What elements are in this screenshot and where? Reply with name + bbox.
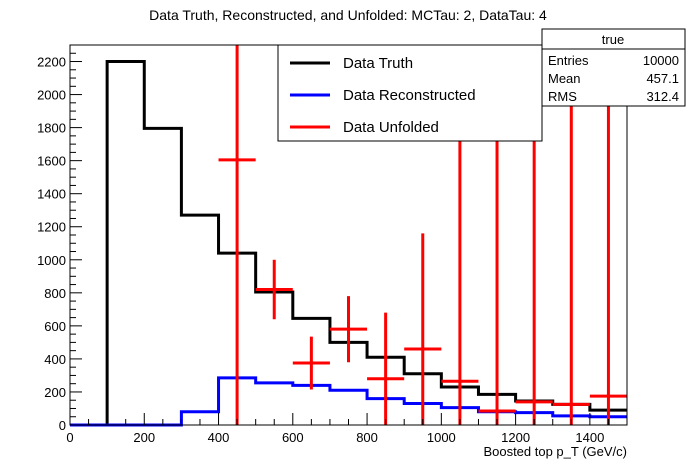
stats-box-title: true — [602, 32, 624, 47]
x-axis-label: Boosted top p_T (GeV/c) — [483, 444, 627, 459]
legend-box — [277, 44, 543, 142]
y-tick-label: 800 — [44, 286, 66, 301]
x-tick-label: 1000 — [427, 430, 456, 445]
legend-label: Data Reconstructed — [343, 87, 476, 104]
x-tick-label: 200 — [133, 430, 155, 445]
stats-box-frame — [541, 28, 686, 107]
y-tick-label: 1200 — [37, 220, 66, 235]
y-tick-label: 2000 — [37, 88, 66, 103]
y-tick-label: 200 — [44, 385, 66, 400]
y-tick-label: 1800 — [37, 121, 66, 136]
y-tick-label: 1600 — [37, 154, 66, 169]
y-tick-label: 0 — [59, 418, 66, 433]
x-tick-label: 0 — [66, 430, 73, 445]
plot-area — [70, 45, 627, 427]
legend: Data Truth Data Reconstructed Data Unfolde… — [277, 44, 543, 142]
stats-mean-label: Mean — [548, 71, 581, 86]
axes: 0 200 400 600 800 1000 1200 1400 0 200 400 600 800 10… — [37, 44, 628, 445]
x-tick-label: 600 — [282, 430, 304, 445]
x-tick-label: 400 — [208, 430, 230, 445]
y-tick-label: 1400 — [37, 187, 66, 202]
stats-rms-value: 312.4 — [646, 89, 679, 104]
legend-label: Data Truth — [343, 55, 413, 72]
y-tick-label: 400 — [44, 352, 66, 367]
y-tick-label: 1000 — [37, 253, 66, 268]
chart-title: Data Truth, Reconstructed, and Unfolded:… — [149, 7, 547, 23]
x-tick-label: 1200 — [501, 430, 530, 445]
y-tick-label: 2200 — [37, 55, 66, 70]
legend-label: Data Unfolded — [343, 119, 439, 136]
stats-box: true Entries 10000 Mean 457.1 RMS 312.4 — [541, 28, 686, 107]
stats-entries-label: Entries — [548, 53, 589, 68]
x-tick-label: 1400 — [575, 430, 604, 445]
stats-mean-value: 457.1 — [646, 71, 679, 86]
x-tick-label: 800 — [356, 430, 378, 445]
stats-entries-value: 10000 — [643, 53, 679, 68]
stats-rms-label: RMS — [548, 89, 577, 104]
y-tick-label: 600 — [44, 319, 66, 334]
